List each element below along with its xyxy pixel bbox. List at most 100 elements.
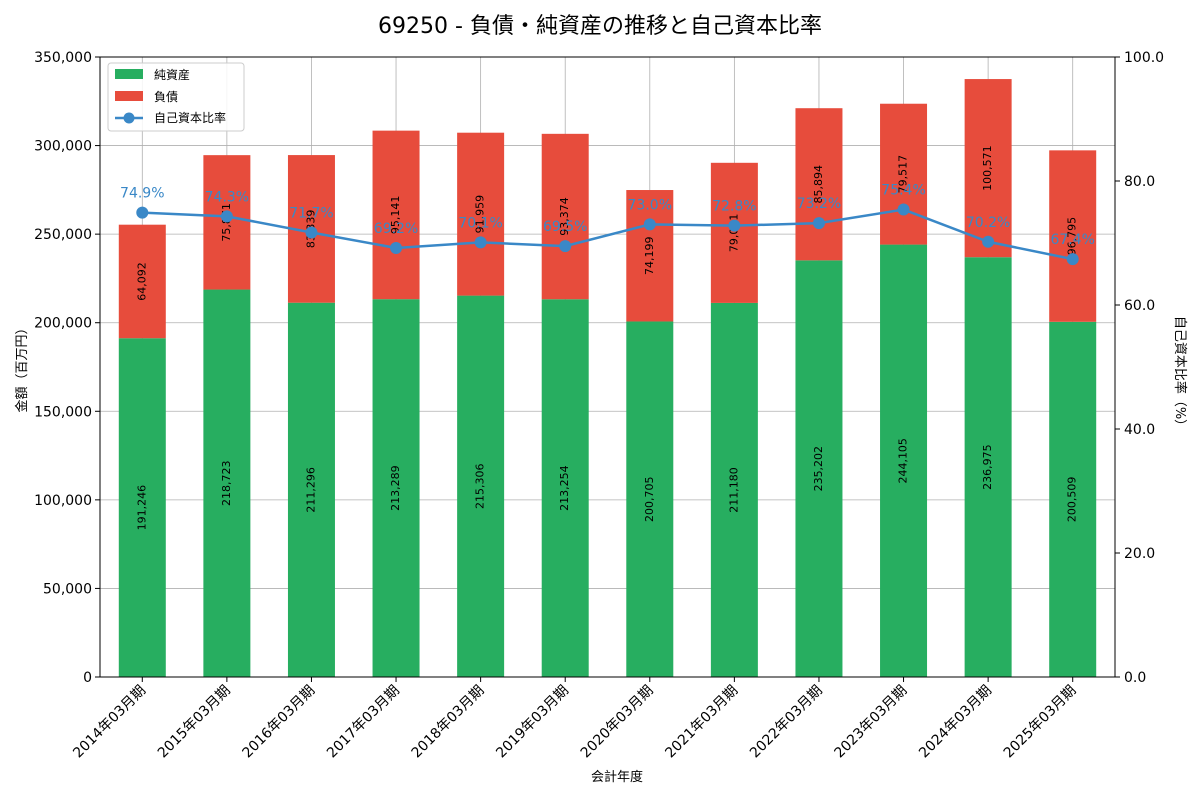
chart-title: 69250 - 負債・純資産の推移と自己資本比率 <box>378 14 822 39</box>
bar-liabilities <box>795 108 843 261</box>
bar-label-liabilities: 95,141 <box>389 196 402 235</box>
right-tick-label: 20.0 <box>1124 546 1155 562</box>
bar-equity <box>287 302 335 677</box>
x-axis-title: 会計年度 <box>591 769 643 785</box>
left-tick-label: 100,000 <box>34 493 92 509</box>
legend-label-ratio: 自己資本比率 <box>154 110 226 125</box>
ratio-point <box>643 218 656 231</box>
ratio-label: 69.5% <box>543 219 587 235</box>
ratio-label: 70.1% <box>458 215 502 231</box>
bar-equity <box>880 244 928 677</box>
bar-label-liabilities: 74,199 <box>643 236 656 275</box>
x-tick-label: 2024年03月期 <box>916 683 995 762</box>
ratio-point <box>728 219 741 232</box>
x-tick-label: 2019年03月期 <box>493 683 572 762</box>
bar-label-equity: 200,705 <box>643 476 656 522</box>
left-y-axis-title: 金額（百万円） <box>14 321 30 412</box>
legend-label-equity: 純資産 <box>154 67 190 82</box>
legend-box <box>107 62 245 132</box>
bar-label-liabilities: 85,894 <box>812 165 825 204</box>
axes <box>99 56 1116 678</box>
x-tick-label: 2021年03月期 <box>662 683 741 762</box>
x-tick-label: 2022年03月期 <box>747 683 826 762</box>
bar-label-equity: 235,202 <box>812 446 825 492</box>
ratio-line <box>142 208 1073 261</box>
bar-label-equity: 236,975 <box>981 444 994 490</box>
bar-label-equity: 218,723 <box>220 461 233 507</box>
bar-liabilities <box>457 132 505 296</box>
x-ticks: 2014年03月期 2015年03月期 2016年03月期 2017年03月期 2018… <box>70 677 1080 762</box>
bar-label-equity: 211,296 <box>304 467 317 513</box>
bar-label-equity: 244,105 <box>897 438 910 484</box>
bar-label-equity: 211,180 <box>727 467 740 512</box>
bar-label-equity: 213,289 <box>389 465 402 511</box>
x-tick-label: 2023年03月期 <box>832 683 911 762</box>
bar-liabilities <box>372 130 420 300</box>
bar-liabilities <box>626 190 674 322</box>
left-y-ticks: 0 50,000 100,000 150,000 200,000 250,000 300,0… <box>34 50 100 686</box>
bar-equity <box>118 338 166 677</box>
ratio-label: 74.9% <box>120 186 164 202</box>
bar-equity <box>710 302 758 677</box>
bar-equity <box>457 295 505 677</box>
bar-liabilities <box>203 155 251 290</box>
ratio-line-group: 74.9% 74.3% 71.7% 69.2% 70.1% 69.5% 73.0% 72.8%… <box>120 183 1095 266</box>
right-y-ticks: 0.0 20.0 40.0 60.0 80.0 100.0 <box>1115 50 1164 686</box>
bar-label-liabilities: 96,795 <box>1066 217 1079 256</box>
legend-swatch-equity <box>115 69 143 79</box>
left-tick-label: 0 <box>83 670 92 686</box>
bar-label-liabilities: 75,871 <box>220 203 233 242</box>
bar-liabilities <box>880 103 928 245</box>
left-tick-label: 250,000 <box>34 227 92 243</box>
ratio-point <box>474 236 487 249</box>
bar-label-equity: 191,246 <box>135 485 148 531</box>
bar-liabilities <box>964 79 1012 258</box>
x-tick-label: 2025年03月期 <box>1001 683 1080 762</box>
right-tick-label: 40.0 <box>1124 422 1155 438</box>
left-tick-label: 50,000 <box>43 581 92 597</box>
bars <box>118 79 1097 677</box>
x-tick-label: 2016年03月期 <box>239 683 318 762</box>
bar-label-liabilities: 100,571 <box>981 145 994 191</box>
ratio-point <box>559 240 572 253</box>
bar-equity <box>541 299 589 677</box>
right-tick-label: 100.0 <box>1124 50 1164 66</box>
bar-equity <box>1049 321 1097 677</box>
bar-equity <box>626 321 674 677</box>
ratio-point <box>220 210 233 223</box>
x-tick-label: 2020年03月期 <box>578 683 657 762</box>
left-tick-label: 350,000 <box>34 50 92 66</box>
plot-frame <box>99 56 1116 678</box>
bar-label-liabilities: 93,374 <box>558 197 571 236</box>
ratio-label: 70.2% <box>966 215 1010 231</box>
x-tick-label: 2015年03月期 <box>155 683 234 762</box>
bar-equity <box>372 299 420 677</box>
bar-label-equity: 215,306 <box>474 464 487 510</box>
legend-marker-ratio <box>123 112 135 124</box>
ratio-point <box>812 217 825 230</box>
ratio-point <box>136 206 149 219</box>
bar-equity <box>964 257 1012 677</box>
ratio-label: 75.4% <box>881 183 925 199</box>
bar-liabilities <box>710 162 758 303</box>
ratio-label: 71.7% <box>289 205 333 221</box>
bar-label-equity: 213,254 <box>558 465 571 511</box>
bar-liabilities <box>541 133 589 300</box>
bar-equity <box>795 260 843 677</box>
legend: 純資産 負債 自己資本比率 <box>107 62 245 132</box>
ratio-point <box>1066 253 1079 266</box>
x-tick-label: 2017年03月期 <box>324 683 403 762</box>
left-tick-label: 200,000 <box>34 316 92 332</box>
ratio-label: 74.3% <box>205 189 249 205</box>
x-tick-label: 2018年03月期 <box>409 683 488 762</box>
ratio-label: 72.8% <box>712 199 756 215</box>
x-tick-label: 2014年03月期 <box>70 683 149 762</box>
right-y-axis-title: 自己資本比率（%） <box>1172 316 1188 432</box>
legend-label-liabilities: 負債 <box>154 89 178 104</box>
right-tick-label: 80.0 <box>1124 174 1155 190</box>
bar-label-liabilities: 79,091 <box>727 214 740 253</box>
bar-label-liabilities: 91,959 <box>474 195 487 234</box>
ratio-point <box>305 226 318 239</box>
ratio-label: 73.0% <box>628 197 672 213</box>
